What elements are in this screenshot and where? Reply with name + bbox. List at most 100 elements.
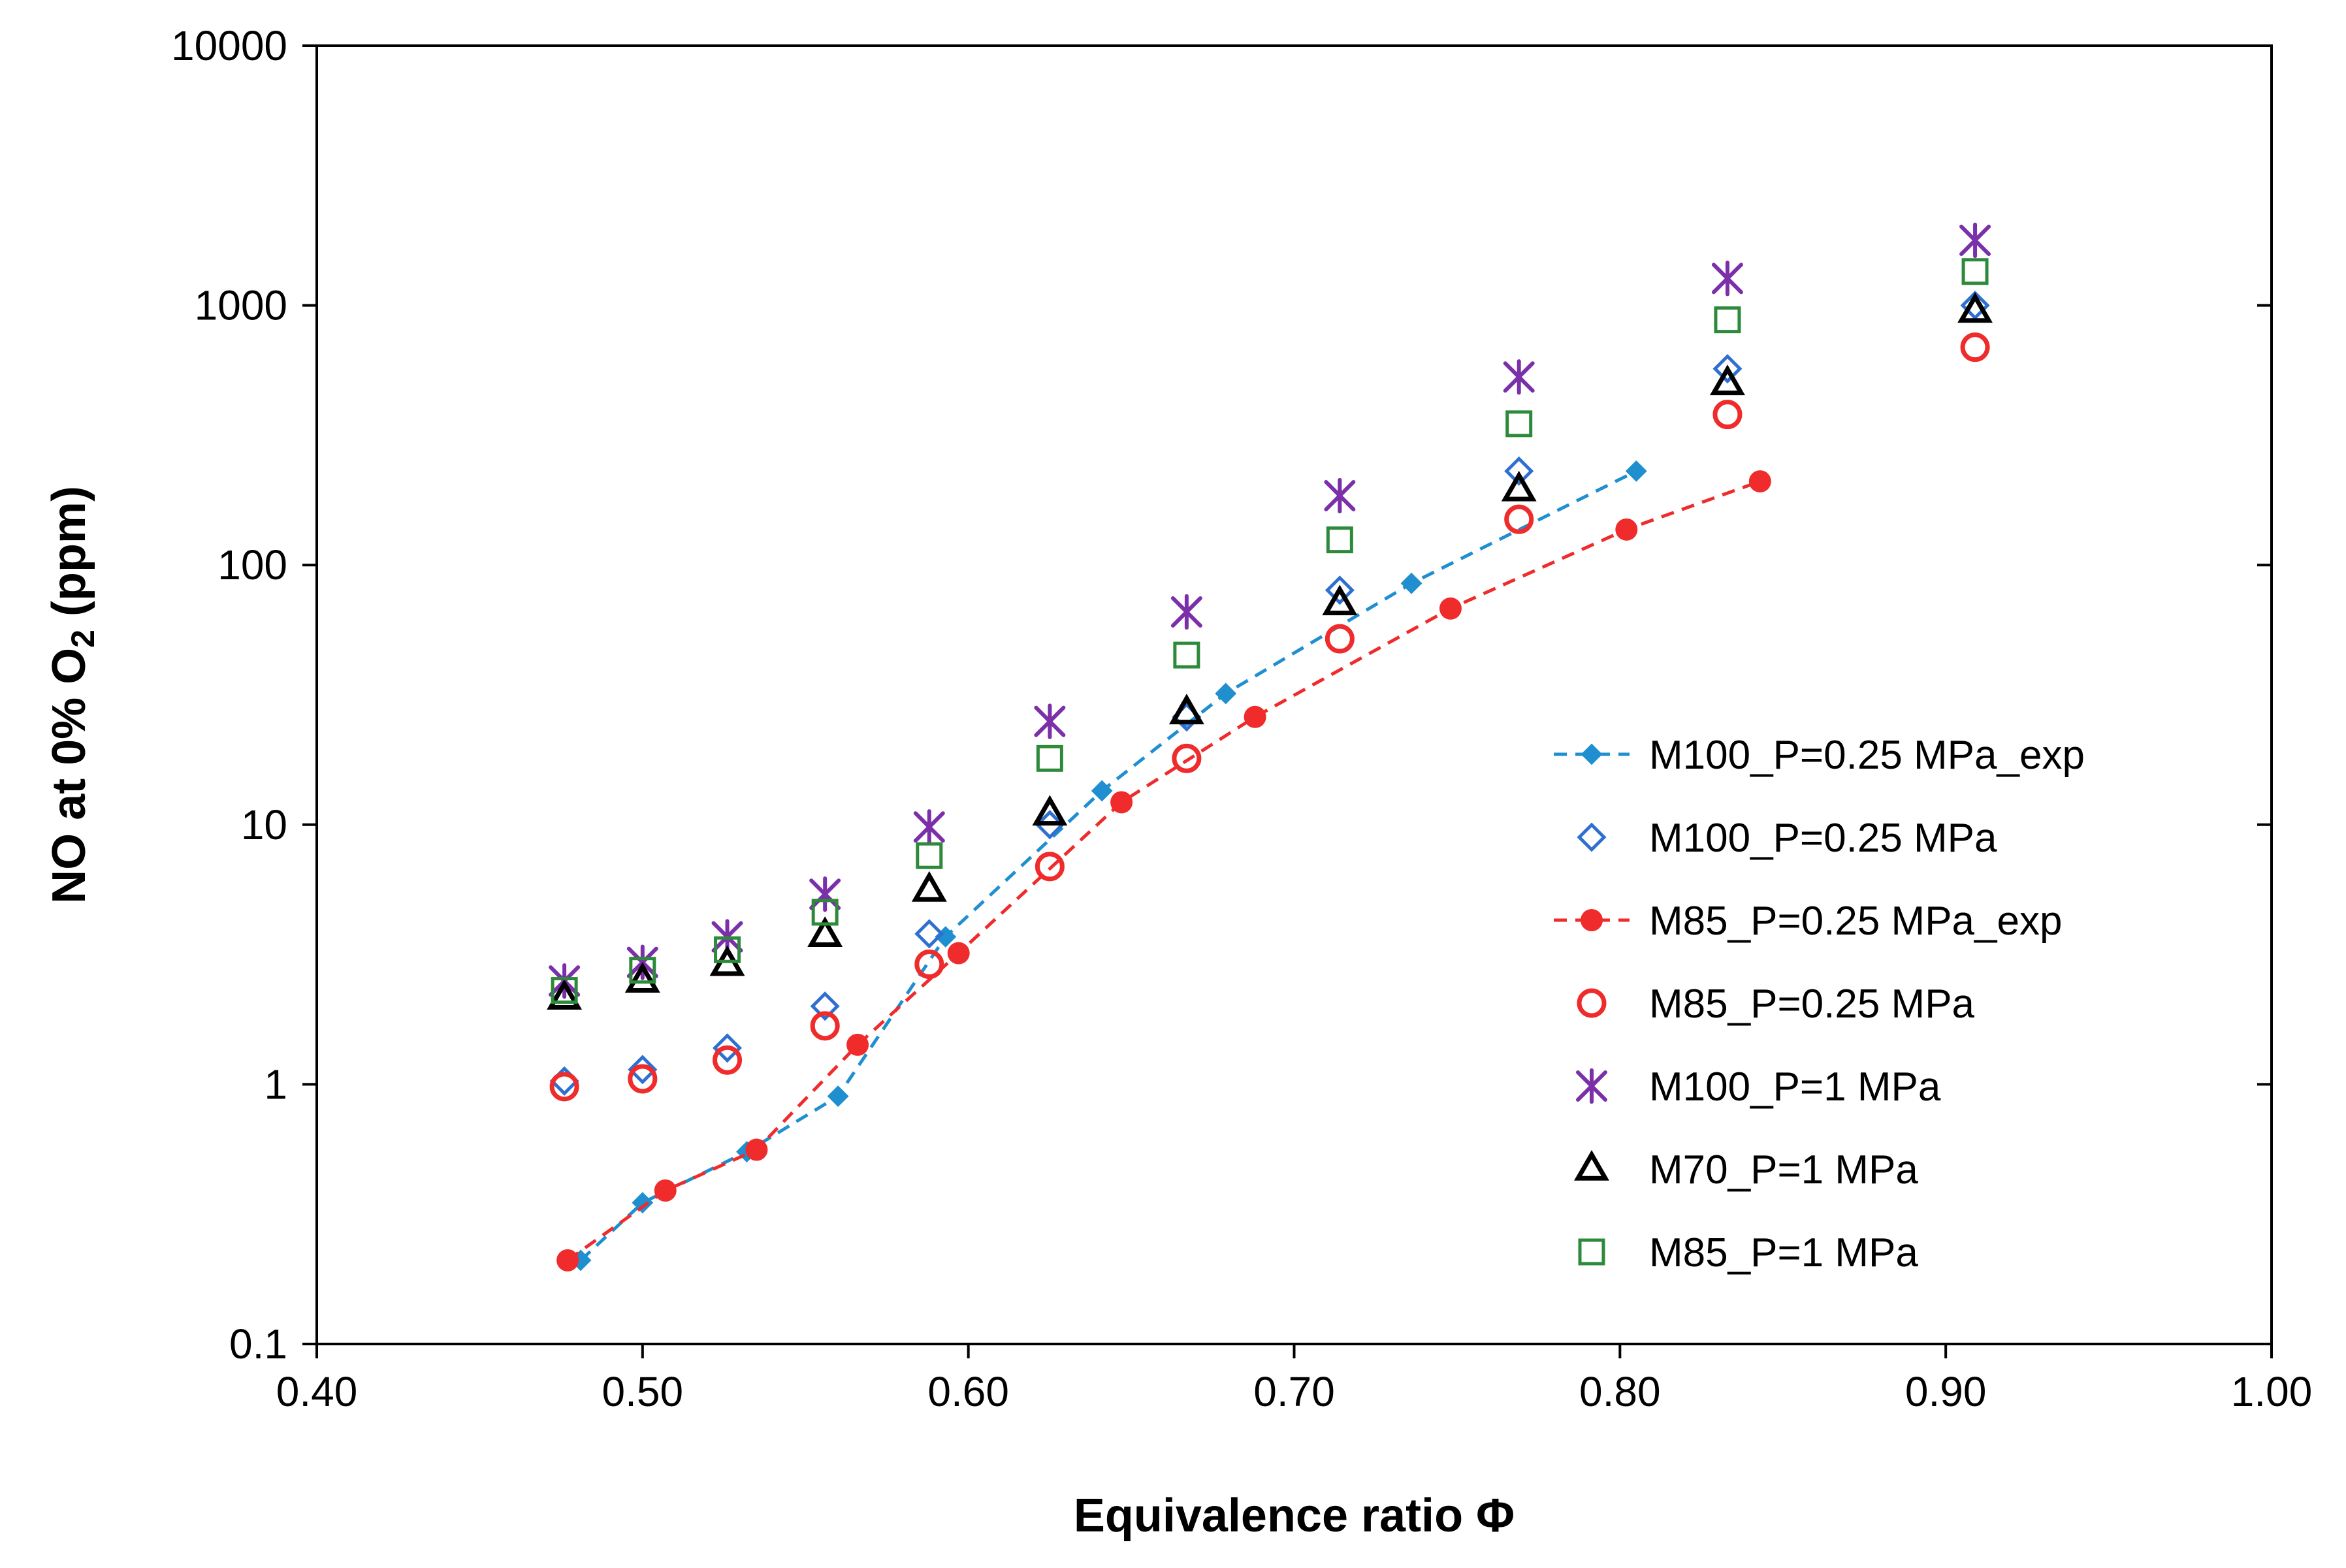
series-0-point-5 <box>1091 780 1113 802</box>
series-3 <box>549 332 1990 1102</box>
series-5 <box>547 292 1993 1010</box>
x-tick-label-1: 0.50 <box>602 1368 684 1415</box>
y-tick-label-0: 0.1 <box>229 1320 287 1368</box>
legend-item-0: M100_P=0.25 MPa_exp <box>1554 733 2085 778</box>
y-tick-label-2: 10 <box>241 801 287 848</box>
series-1-point-9 <box>1712 354 1743 384</box>
series-6-point-5 <box>1036 744 1063 772</box>
legend-marker-2 <box>1581 909 1603 931</box>
series-4-point-3 <box>809 876 841 912</box>
legend-label-6: M85_P=1 MPa <box>1649 1230 1918 1275</box>
legend-marker-6 <box>1578 1238 1605 1266</box>
series-3-point-10 <box>1960 332 1990 362</box>
series-2-point-9 <box>1748 470 1771 493</box>
y-axis-title-tail: (ppm) <box>43 486 95 630</box>
series-3-point-5 <box>1035 852 1065 882</box>
series-1-point-7 <box>1325 575 1355 605</box>
series-3-point-9 <box>1712 400 1743 430</box>
series-2-point-6 <box>1244 705 1266 728</box>
series-4-point-7 <box>1324 477 1356 514</box>
legend-label-1: M100_P=0.25 MPa <box>1649 816 1997 861</box>
y-tick-label-3: 100 <box>217 541 287 588</box>
y-tick-label-1: 1 <box>264 1061 287 1108</box>
series-2-point-8 <box>1615 518 1638 541</box>
series-1-point-2 <box>712 1033 743 1063</box>
series-1-point-8 <box>1504 456 1534 486</box>
series-3-point-8 <box>1504 504 1534 534</box>
legend-marker-1 <box>1577 822 1607 852</box>
legend-marker-5 <box>1574 1149 1609 1181</box>
series-4-point-10 <box>1959 222 1991 259</box>
y-axis-title-main: NO at 0% O <box>43 648 95 904</box>
series-0-point-1 <box>632 1192 654 1214</box>
series-5-point-8 <box>1501 470 1537 502</box>
y-axis-title-subscript: 2 <box>65 630 101 648</box>
series-1-point-10 <box>1960 291 1990 321</box>
series-2-point-7 <box>1439 597 1462 620</box>
series-4 <box>549 222 1991 999</box>
y-tick-label-4: 1000 <box>195 282 287 329</box>
legend-label-2: M85_P=0.25 MPa_exp <box>1649 899 2062 944</box>
series-0-point-3 <box>827 1085 849 1108</box>
y-tick-label-5: 10000 <box>171 22 287 69</box>
series-0-point-8 <box>1625 460 1647 482</box>
series-4-point-9 <box>1711 261 1743 296</box>
legend-label-4: M100_P=1 MPa <box>1649 1064 1941 1110</box>
x-tick-label-2: 0.60 <box>927 1368 1009 1415</box>
series-6-point-10 <box>1961 258 1989 285</box>
series-4-point-5 <box>1034 703 1066 739</box>
series-6-point-2 <box>714 936 741 963</box>
series-5-point-9 <box>1709 364 1745 396</box>
series-3-point-7 <box>1325 624 1355 654</box>
legend-marker-3 <box>1577 988 1607 1018</box>
legend-item-1: M100_P=0.25 MPa <box>1577 816 1997 861</box>
x-axis-title: Equivalence ratio Φ <box>1074 1490 1515 1542</box>
series-6 <box>551 258 1989 1004</box>
series-5-point-1 <box>624 962 660 993</box>
series-1-point-5 <box>1035 810 1065 840</box>
series-3-point-0 <box>549 1072 579 1102</box>
series-2-point-5 <box>1110 791 1133 814</box>
series-5-point-10 <box>1957 292 1993 323</box>
y-axis: 0.1 1 10 100 1000 10000 <box>171 22 2272 1368</box>
series-3-point-2 <box>713 1045 743 1075</box>
legend-item-2: M85_P=0.25 MPa_exp <box>1554 899 2062 944</box>
legend-item-4: M100_P=1 MPa <box>1576 1064 1941 1110</box>
series-1-point-1 <box>628 1055 658 1085</box>
series-5-point-4 <box>911 871 947 902</box>
legend-item-5: M70_P=1 MPa <box>1574 1147 1918 1192</box>
series-6-point-9 <box>1714 306 1741 334</box>
series-2-point-4 <box>947 942 970 965</box>
x-tick-label-3: 0.70 <box>1253 1368 1335 1415</box>
series-6-point-6 <box>1173 641 1200 669</box>
legend: M100_P=0.25 MPa_exp M100_P=0.25 MPa M85_P=… <box>1554 733 2085 1275</box>
series-3-point-1 <box>628 1064 658 1094</box>
legend-label-3: M85_P=0.25 MPa <box>1649 982 1975 1027</box>
series-6-point-8 <box>1505 410 1533 438</box>
series-3-point-6 <box>1172 743 1202 773</box>
series-2-point-3 <box>846 1033 869 1056</box>
x-tick-label-0: 0.40 <box>276 1368 358 1415</box>
x-tick-label-6: 1.00 <box>2231 1368 2313 1415</box>
series-6-point-0 <box>551 977 578 1004</box>
series-4-point-6 <box>1170 594 1202 630</box>
series-5-point-6 <box>1168 694 1204 725</box>
series-4-point-8 <box>1503 359 1535 395</box>
series-3-point-4 <box>914 950 944 980</box>
series-0-point-7 <box>1400 572 1422 594</box>
series-5-point-0 <box>547 979 583 1010</box>
legend-item-6: M85_P=1 MPa <box>1578 1230 1918 1275</box>
series-5-point-3 <box>807 916 843 947</box>
series-2-line <box>566 479 1761 1262</box>
x-tick-label-5: 0.90 <box>1905 1368 1987 1415</box>
x-axis: 0.40 0.50 0.60 0.70 0.80 0.90 1.00 <box>276 1344 2313 1415</box>
series-6-point-7 <box>1326 526 1353 554</box>
series-layer <box>547 222 1993 1272</box>
legend-marker-0 <box>1581 743 1603 765</box>
series-0-point-6 <box>1215 682 1237 705</box>
series-2 <box>556 470 1771 1272</box>
legend-item-3: M85_P=0.25 MPa <box>1577 982 1975 1027</box>
series-2-point-0 <box>556 1249 579 1272</box>
series-3-point-3 <box>810 1011 840 1041</box>
